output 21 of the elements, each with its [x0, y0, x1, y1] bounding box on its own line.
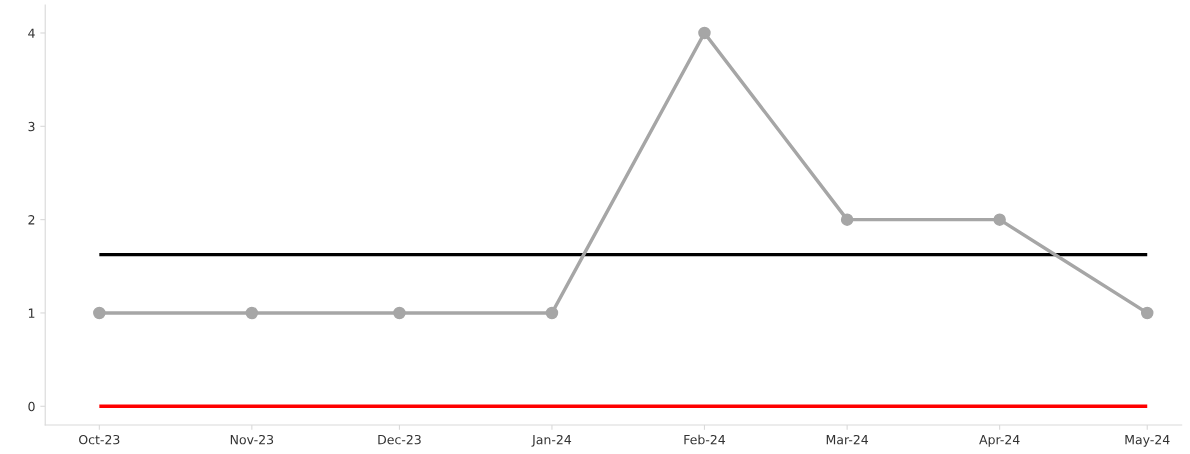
- point: [93, 306, 106, 320]
- point: [1140, 306, 1154, 320]
- x-tick-label: Apr-24: [979, 434, 1020, 447]
- x-tick-label: Feb-24: [684, 434, 726, 445]
- x-tick-label: Nov-23: [230, 434, 274, 445]
- y-tick-label: 1: [28, 308, 35, 318]
- y-tick-label: 3: [28, 121, 35, 132]
- x-tick-label: May-24: [1125, 434, 1170, 447]
- point: [245, 306, 259, 320]
- point: [993, 213, 1006, 226]
- x-tick-label: Jan-24: [531, 434, 572, 447]
- y-tick-label: 4: [28, 28, 35, 38]
- point: [840, 213, 854, 226]
- x-tick-label: Mar-24: [826, 434, 869, 445]
- y-tick-label: 2: [28, 215, 35, 225]
- point: [393, 306, 406, 320]
- x-tick-label: Oct-23: [79, 434, 120, 445]
- point: [545, 306, 559, 320]
- y-tick-label: 0: [28, 401, 35, 412]
- point: [698, 26, 711, 40]
- x-tick-label: Dec-23: [378, 434, 421, 445]
